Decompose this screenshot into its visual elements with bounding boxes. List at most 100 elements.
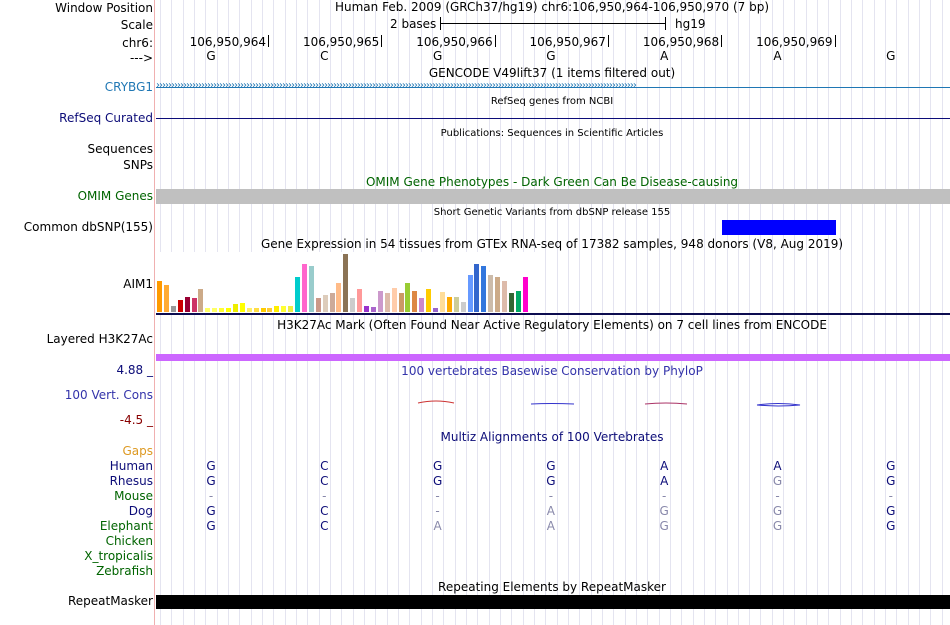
gtex-tissue-bar[interactable] xyxy=(288,306,294,312)
species-label[interactable]: Dog xyxy=(128,504,153,518)
gtex-tissue-bar[interactable] xyxy=(522,277,528,312)
multiz-gaps-label[interactable]: Gaps xyxy=(122,444,153,458)
scale-bar-right-tick xyxy=(665,17,666,30)
dbsnp-track-label[interactable]: Common dbSNP(155) xyxy=(23,220,153,234)
gtex-tissue-bar[interactable] xyxy=(274,306,280,312)
grid-line xyxy=(557,0,558,625)
gtex-tissue-bar[interactable] xyxy=(405,283,411,312)
publications-label-sequences[interactable]: Sequences xyxy=(87,142,153,156)
gtex-tissue-bar[interactable] xyxy=(426,289,432,312)
gtex-tissue-bar[interactable] xyxy=(364,306,369,312)
gtex-tissue-bar[interactable] xyxy=(281,306,287,312)
gtex-tissue-bar[interactable] xyxy=(460,302,466,312)
gtex-tissue-bar[interactable] xyxy=(488,275,494,312)
gtex-tissue-bar[interactable] xyxy=(260,308,266,312)
publications-title[interactable]: Publications: Sequences in Scientific Ar… xyxy=(440,128,664,139)
gtex-tissue-bar[interactable] xyxy=(412,291,418,312)
gtex-tissue-bar[interactable] xyxy=(336,283,342,312)
refseq-gene-line[interactable] xyxy=(156,118,950,119)
omim-title[interactable]: OMIM Gene Phenotypes - Dark Green Can Be… xyxy=(365,175,739,189)
gtex-tissue-bar[interactable] xyxy=(177,300,183,312)
gtex-tissue-bar[interactable] xyxy=(453,297,459,312)
gtex-tissue-bar[interactable] xyxy=(219,308,225,312)
gtex-tissue-bar[interactable] xyxy=(295,277,300,312)
publications-label-snps[interactable]: SNPs xyxy=(123,158,153,172)
species-label[interactable]: Human xyxy=(109,459,153,473)
h3k27ac-signal-bar[interactable] xyxy=(156,354,950,361)
gtex-tissue-bar[interactable] xyxy=(232,304,238,312)
gtex-tissue-bar[interactable] xyxy=(481,266,487,312)
repeatmasker-track-label[interactable]: RepeatMasker xyxy=(67,594,153,608)
gtex-tissue-bar[interactable] xyxy=(495,277,501,312)
aligned-base: G xyxy=(886,519,896,533)
gtex-tissue-bar[interactable] xyxy=(343,254,349,312)
species-label[interactable]: Chicken xyxy=(105,534,153,548)
species-label[interactable]: Zebrafish xyxy=(96,564,153,578)
repeatmasker-element-bar[interactable] xyxy=(156,595,950,609)
gtex-title[interactable]: Gene Expression in 54 tissues from GTEx … xyxy=(260,237,844,251)
gencode-title[interactable]: GENCODE V49lift37 (1 items filtered out) xyxy=(428,66,676,80)
gtex-tissue-bar[interactable] xyxy=(439,292,445,312)
gtex-tissue-bar[interactable] xyxy=(205,308,211,312)
multiz-title[interactable]: Multiz Alignments of 100 Vertebrates xyxy=(440,430,664,444)
h3k27ac-title[interactable]: H3K27Ac Mark (Often Found Near Active Re… xyxy=(277,318,827,332)
omim-feature-bar[interactable] xyxy=(156,189,950,204)
grid-line xyxy=(919,0,920,625)
gtex-tissue-bar[interactable] xyxy=(301,264,307,312)
reference-base: C xyxy=(320,49,329,63)
aligned-base: G xyxy=(886,459,896,473)
gtex-tissue-bar[interactable] xyxy=(515,291,521,312)
gtex-tissue-bar[interactable] xyxy=(267,308,273,312)
grid-line xyxy=(568,0,569,625)
phylop-signal[interactable] xyxy=(156,395,950,415)
gtex-tissue-bar[interactable] xyxy=(246,308,252,312)
dbsnp-variant-bar[interactable] xyxy=(722,220,836,235)
gtex-tissue-bar[interactable] xyxy=(308,266,314,312)
refseq-title[interactable]: RefSeq genes from NCBI xyxy=(490,96,614,107)
species-label[interactable]: Mouse xyxy=(114,489,153,503)
gtex-tissue-bar[interactable] xyxy=(467,275,473,312)
gtex-tissue-bar[interactable] xyxy=(226,308,231,312)
gencode-gene-line[interactable] xyxy=(156,87,950,88)
gtex-tissue-bar[interactable] xyxy=(433,308,438,312)
species-label[interactable]: X_tropicalis xyxy=(84,549,153,563)
omim-track-label[interactable]: OMIM Genes xyxy=(77,189,153,203)
gtex-tissue-bar[interactable] xyxy=(239,303,245,312)
gtex-track-label[interactable]: AIM1 xyxy=(123,277,153,291)
aligned-base: G xyxy=(886,474,896,488)
gtex-tissue-bar[interactable] xyxy=(163,285,169,312)
gtex-tissue-bar[interactable] xyxy=(329,293,335,312)
gtex-tissue-bar[interactable] xyxy=(212,308,218,312)
gtex-tissue-bar[interactable] xyxy=(502,281,507,312)
gtex-tissue-bar[interactable] xyxy=(508,293,514,312)
gtex-tissue-bar[interactable] xyxy=(474,264,480,312)
gtex-tissue-bar[interactable] xyxy=(350,298,356,312)
species-label[interactable]: Elephant xyxy=(99,519,153,533)
gtex-tissue-bar[interactable] xyxy=(322,295,328,312)
gtex-tissue-bar[interactable] xyxy=(184,297,190,312)
gtex-tissue-bar[interactable] xyxy=(377,291,383,312)
refseq-track-label[interactable]: RefSeq Curated xyxy=(59,111,153,125)
gtex-tissue-bar[interactable] xyxy=(384,293,390,312)
gtex-tissue-bar[interactable] xyxy=(370,307,376,312)
gencode-track-label[interactable]: CRYBG1 xyxy=(104,80,153,94)
gtex-tissue-bar[interactable] xyxy=(157,281,162,312)
repeatmasker-title[interactable]: Repeating Elements by RepeatMasker xyxy=(438,580,666,594)
gtex-tissue-bar[interactable] xyxy=(398,293,404,312)
gtex-tissue-bar[interactable] xyxy=(191,298,197,312)
gtex-tissue-bar[interactable] xyxy=(419,298,425,312)
gtex-tissue-bar[interactable] xyxy=(446,297,452,312)
species-label[interactable]: Rhesus xyxy=(109,474,153,488)
gtex-tissue-bar[interactable] xyxy=(357,289,363,312)
gtex-tissue-bar[interactable] xyxy=(198,289,204,312)
gtex-tissue-bar[interactable] xyxy=(391,288,397,312)
phylop-track-label[interactable]: 100 Vert. Cons xyxy=(64,388,153,402)
gtex-tissue-bar[interactable] xyxy=(170,306,176,312)
grid-line xyxy=(840,0,841,625)
gtex-tissue-bar[interactable] xyxy=(315,298,321,312)
grid-line xyxy=(613,0,614,625)
phylop-title[interactable]: 100 vertebrates Basewise Conservation by… xyxy=(401,364,703,378)
h3k27ac-track-label[interactable]: Layered H3K27Ac xyxy=(46,332,153,346)
gtex-tissue-bar[interactable] xyxy=(253,308,259,312)
dbsnp-title[interactable]: Short Genetic Variants from dbSNP releas… xyxy=(433,207,671,218)
